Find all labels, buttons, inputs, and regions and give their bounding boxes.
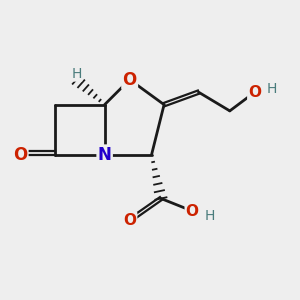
Text: O: O — [122, 70, 137, 88]
Text: O: O — [123, 213, 136, 228]
Text: O: O — [186, 203, 199, 218]
Text: H: H — [204, 209, 214, 223]
Text: H: H — [267, 82, 277, 96]
Text: H: H — [71, 67, 82, 81]
Text: N: N — [98, 146, 112, 164]
Text: O: O — [248, 85, 261, 100]
Text: O: O — [13, 146, 27, 164]
